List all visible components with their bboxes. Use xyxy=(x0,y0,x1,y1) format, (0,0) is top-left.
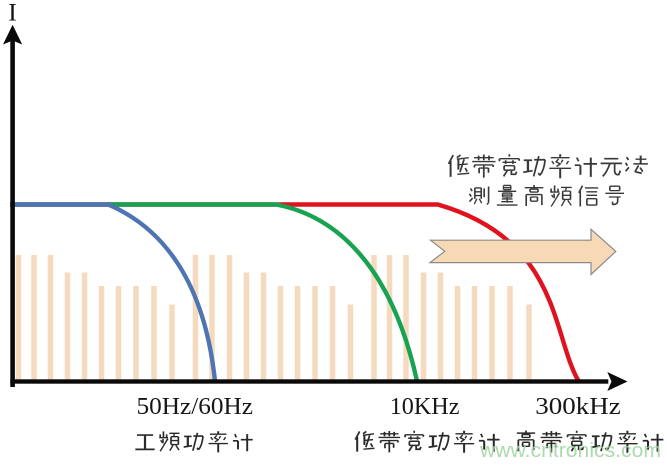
svg-text:50Hz/60Hz: 50Hz/60Hz xyxy=(137,393,254,420)
svg-text:300kHz: 300kHz xyxy=(535,393,621,420)
svg-text:I: I xyxy=(8,0,17,27)
svg-text:www.cntronics.com: www.cntronics.com xyxy=(479,440,661,462)
svg-text:10KHz: 10KHz xyxy=(390,393,460,420)
